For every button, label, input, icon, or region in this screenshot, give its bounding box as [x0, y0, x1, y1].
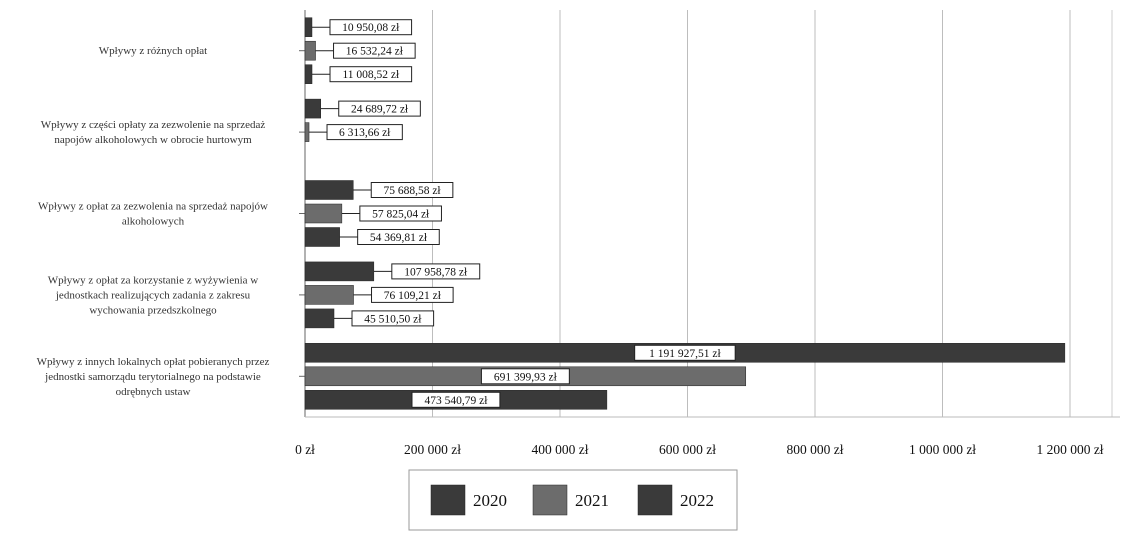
bar-2022	[304, 308, 335, 329]
data-label: 45 510,50 zł	[364, 313, 422, 325]
x-tick-labels: 0 zł 200 000 zł 400 000 zł 600 000 zł 800 00…	[295, 442, 1104, 457]
bar-2020	[304, 98, 321, 119]
legend-swatch-2022	[637, 484, 673, 516]
bar-2021	[304, 40, 316, 61]
data-label: 10 950,08 zł	[342, 22, 400, 34]
data-label: 11 008,52 zł	[342, 69, 400, 81]
x-tick-label: 200 000 zł	[404, 442, 461, 457]
x-tick-label: 0 zł	[295, 442, 315, 457]
data-label-box	[634, 344, 736, 361]
x-tick-label: 600 000 zł	[659, 442, 716, 457]
data-label-box	[480, 368, 570, 385]
category-label: jednostkach realizujących zadania z zakr…	[55, 289, 251, 301]
data-label: 1 191 927,51 zł	[649, 348, 721, 360]
data-label-box	[338, 100, 421, 117]
category-label: Wpływy z opłat za korzystanie z wyżywien…	[48, 274, 259, 286]
data-label: 107 958,78 zł	[404, 266, 468, 278]
legend: 2020 2021 2022	[408, 469, 738, 531]
data-labels: 10 950,08 zł 16 532,24 zł 11 008,52 zł 24 6…	[309, 19, 736, 408]
legend-swatch-2021	[532, 484, 568, 516]
data-label-box	[370, 182, 454, 198]
legend-label: 2021	[575, 491, 609, 510]
data-label-box	[371, 286, 454, 303]
bar-2021	[304, 122, 310, 142]
data-label: 54 369,81 zł	[370, 232, 428, 244]
category-label: Wpływy z innych lokalnych opłat pobieran…	[37, 356, 270, 368]
bar-2020	[304, 17, 313, 37]
data-label: 16 532,24 zł	[346, 46, 404, 58]
bar-2020	[304, 261, 375, 282]
bar-2022	[304, 64, 313, 84]
data-label: 473 540,79 zł	[424, 395, 488, 407]
category-label: alkoholowych	[122, 216, 185, 228]
data-label-box	[351, 310, 435, 327]
category-label: Wpływy z opłat za zezwolenia na sprzedaż…	[38, 201, 268, 213]
data-label: 76 109,21 zł	[384, 290, 442, 302]
category-label: wychowania przedszkolnego	[89, 304, 217, 316]
bar-2021	[304, 285, 354, 305]
legend-label: 2020	[473, 491, 507, 510]
data-label-box	[411, 391, 501, 408]
category-label: Wpływy z różnych opłat	[99, 45, 207, 57]
data-label-box	[359, 205, 442, 222]
x-tick-label: 1 200 000 zł	[1036, 442, 1103, 457]
bar-2021	[304, 203, 343, 224]
data-label-box	[326, 124, 403, 141]
category-label: Wpływy z części opłaty za zezwolenie na …	[41, 119, 266, 131]
x-tick-label: 400 000 zł	[532, 442, 589, 457]
data-label: 75 688,58 zł	[383, 185, 441, 197]
data-label-box	[357, 229, 440, 245]
data-label: 57 825,04 zł	[372, 209, 430, 221]
data-label-box	[329, 19, 413, 36]
data-label-box	[333, 42, 416, 59]
data-label-box	[329, 66, 413, 83]
data-label: 691 399,93 zł	[494, 371, 558, 383]
category-labels: Wpływy z różnych opłat Wpływy z części op…	[37, 45, 270, 398]
category-label: napojów alkoholowych w obrocie hurtowym	[54, 134, 252, 146]
category-label: odrębnych ustaw	[116, 386, 191, 398]
x-tick-label: 1 000 000 zł	[909, 442, 976, 457]
category-label: jednostki samorządu terytorialnego na po…	[44, 371, 261, 383]
x-tick-label: 800 000 zł	[787, 442, 844, 457]
grid-lines	[432, 10, 1113, 417]
legend-swatch-2020	[430, 484, 466, 516]
legend-label: 2022	[680, 491, 714, 510]
data-label: 6 313,66 zł	[339, 127, 391, 139]
bar-2022	[304, 227, 340, 247]
data-label: 24 689,72 zł	[351, 104, 409, 116]
data-label-box	[391, 263, 481, 280]
bar-2020	[304, 180, 354, 200]
